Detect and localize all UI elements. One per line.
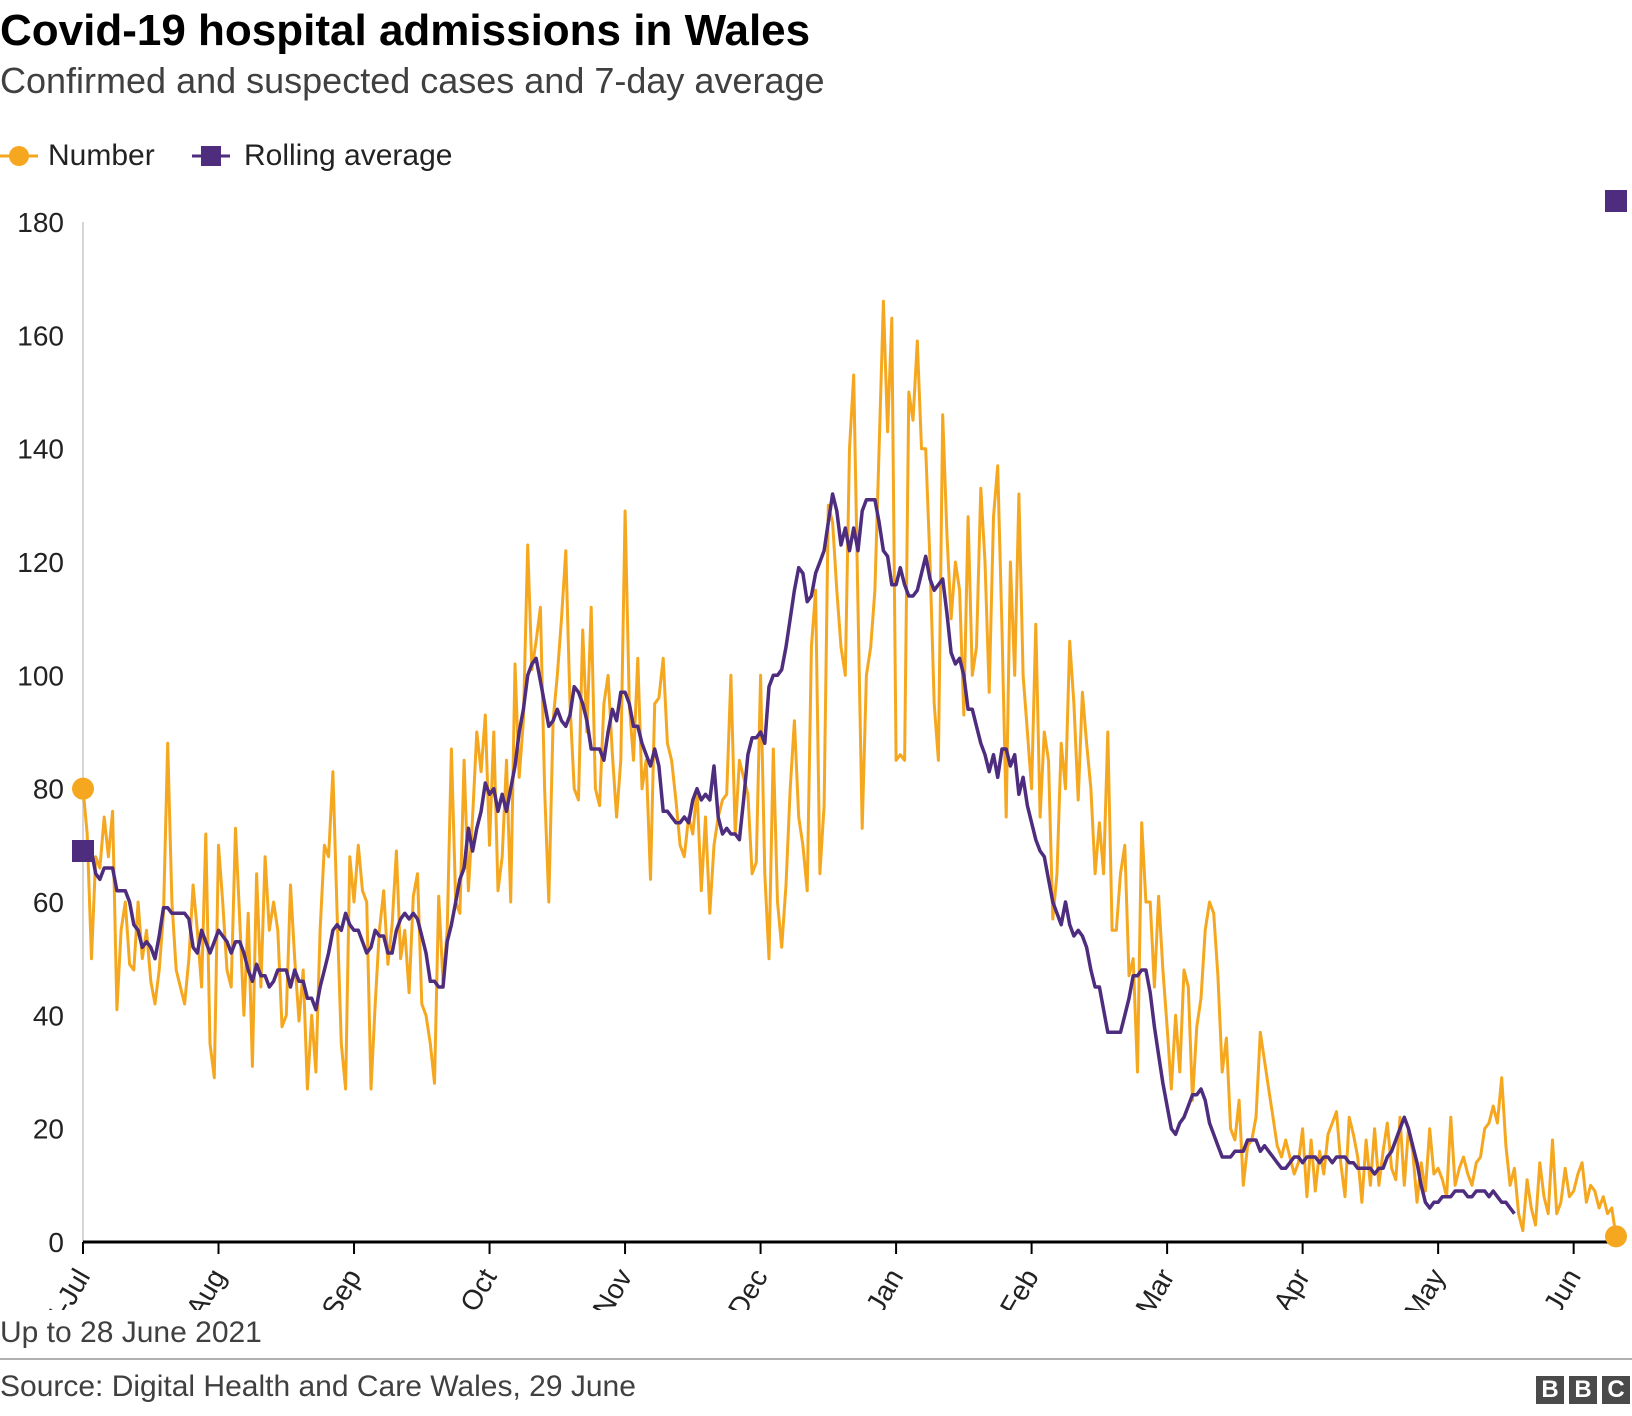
legend: Number Rolling average — [0, 136, 700, 176]
number-point-marker — [72, 777, 94, 800]
y-tick-label: 160 — [17, 320, 64, 351]
x-tick-label: 09-Nov — [566, 1264, 638, 1311]
logo-letter: B — [1536, 1376, 1564, 1404]
x-tick-label: 18-Apr — [1247, 1264, 1316, 1311]
rolling-average-point-marker — [1605, 190, 1627, 212]
x-tick-label: 08-Oct — [434, 1263, 503, 1310]
end-markers — [72, 190, 1627, 1248]
x-axis: 04-Jul 05-Aug 06-Sep 08-Oct 09-Nov 11-Dec 12-J… — [31, 1242, 1587, 1310]
legend-item-number: Number — [0, 136, 160, 176]
footer-divider — [0, 1358, 1632, 1360]
number-series-line — [81, 299, 1618, 1237]
y-tick-label: 20 — [33, 1114, 64, 1145]
x-tick-label: 12-Jan — [840, 1264, 910, 1311]
legend-label-number: Number — [48, 139, 155, 172]
rolling-average-series-line — [83, 492, 1516, 1215]
y-tick-label: 140 — [17, 434, 64, 465]
y-tick-label: 60 — [33, 887, 64, 918]
x-tick-label: 21-Jun — [1517, 1264, 1587, 1311]
chart-subtitle: Confirmed and suspected cases and 7-day … — [0, 60, 825, 101]
x-tick-label: 11-Dec — [703, 1264, 774, 1311]
line-chart: 0 20 40 60 80 100 120 140 160 180 04-Jul 05-Aug 06-… — [17, 190, 1627, 1310]
y-tick-label: 80 — [33, 774, 64, 805]
legend-label-rolling-average: Rolling average — [244, 139, 453, 172]
rolling-average-point-marker — [72, 840, 94, 862]
y-tick-label: 40 — [33, 1000, 64, 1031]
x-tick-label: 05-Aug — [160, 1264, 232, 1311]
bbc-logo: B B C — [1536, 1376, 1632, 1410]
x-tick-label: 06-Sep — [295, 1264, 367, 1311]
logo-letter: B — [1569, 1376, 1597, 1404]
y-tick-label: 180 — [17, 207, 64, 238]
rolling-average-marker-icon — [192, 146, 230, 166]
x-tick-label: 20-May — [1378, 1264, 1452, 1311]
y-axis: 0 20 40 60 80 100 120 140 160 180 — [17, 207, 64, 1258]
chart-title: Covid-19 hospital admissions in Wales — [0, 6, 811, 55]
number-point-marker — [1605, 1225, 1627, 1248]
y-tick-label: 100 — [17, 660, 64, 691]
logo-letter: C — [1602, 1376, 1630, 1404]
footnote: Up to 28 June 2021 — [0, 1316, 262, 1349]
number-marker-icon — [0, 146, 38, 166]
x-tick-label: 13-Feb — [974, 1264, 1045, 1311]
y-tick-label: 0 — [48, 1227, 64, 1258]
x-tick-label: 17-Mar — [1109, 1264, 1180, 1311]
series-layer — [81, 299, 1618, 1237]
legend-item-rolling-average: Rolling average — [192, 136, 492, 176]
source-note: Source: Digital Health and Care Wales, 2… — [0, 1370, 636, 1403]
x-tick-label: 04-Jul — [31, 1264, 96, 1311]
y-tick-label: 120 — [17, 547, 64, 578]
